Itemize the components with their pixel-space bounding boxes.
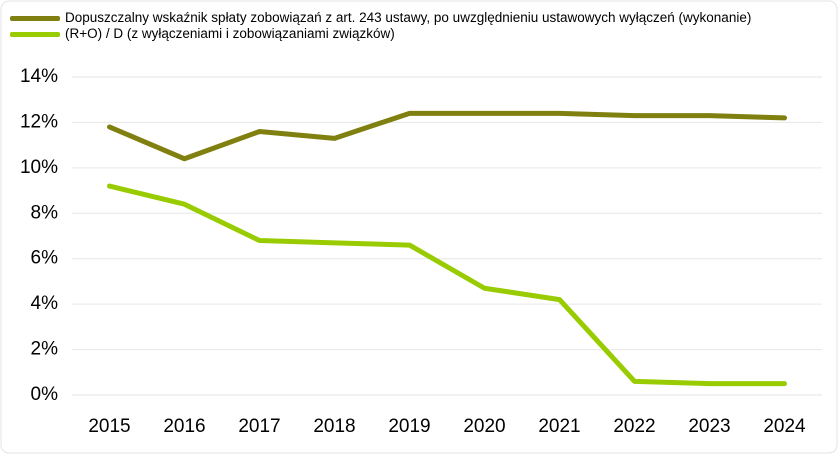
legend-swatch [10,16,60,21]
y-tick-label: 8% [31,202,59,223]
y-tick-label: 2% [31,339,59,360]
x-tick-label: 2015 [88,416,130,437]
legend-label: (R+O) / D (z wyłączeniami i zobowiązania… [65,26,395,41]
series-line [107,110,787,162]
x-tick-label: 2016 [163,416,205,437]
legend: Dopuszczalny wskaźnik spłaty zobowiązań … [10,10,800,42]
x-tick-label: 2018 [313,416,355,437]
x-tick-label: 2019 [388,416,430,437]
x-tick-label: 2023 [688,416,730,437]
y-tick-label: 12% [20,111,58,132]
legend-label: Dopuszczalny wskaźnik spłaty zobowiązań … [65,10,752,25]
x-tick-label: 2020 [463,416,505,437]
y-tick-label: 4% [31,293,59,314]
y-tick-label: 6% [31,248,59,269]
x-tick-label: 2021 [538,416,580,437]
legend-item: Dopuszczalny wskaźnik spłaty zobowiązań … [10,10,800,26]
series-line [107,183,787,387]
legend-item: (R+O) / D (z wyłączeniami i zobowiązania… [10,26,800,42]
y-tick-label: 0% [31,384,59,405]
y-tick-label: 14% [20,66,58,87]
y-tick-label: 10% [20,157,58,178]
x-tick-label: 2024 [763,416,806,437]
legend-swatch [10,32,60,37]
x-tick-label: 2022 [613,416,655,437]
x-tick-label: 2017 [238,416,280,437]
